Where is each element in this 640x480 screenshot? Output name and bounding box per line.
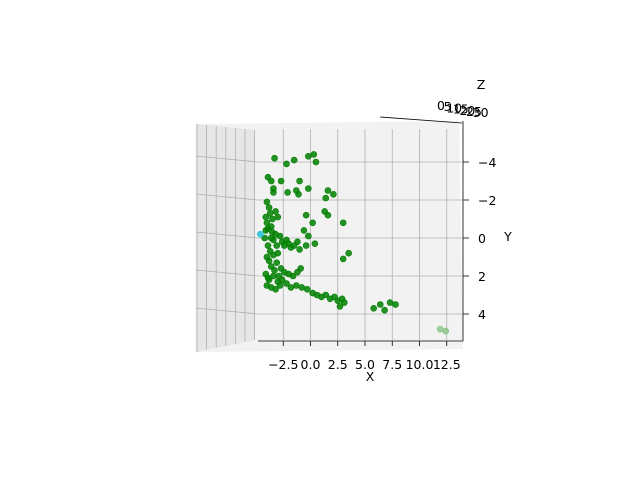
data-point [322, 291, 330, 299]
data-point [273, 259, 281, 267]
data-point [386, 299, 394, 306]
data-point [264, 242, 272, 249]
y-tick-label: 0 [478, 231, 486, 246]
data-point [300, 227, 308, 234]
data-point [287, 284, 295, 291]
x-tick-label: 10.0 [406, 357, 434, 372]
data-point [293, 282, 300, 289]
data-point [310, 151, 318, 158]
x-tick-label: 2.5 [328, 357, 348, 372]
x-axis-ticks: −2.5 0.0 2.5 5.0 7.5 10.0 12.5 [268, 341, 461, 372]
data-point [295, 191, 302, 198]
data-point [265, 204, 273, 211]
data-point [267, 234, 275, 242]
data-point [273, 242, 281, 249]
y-tick-label: −2 [478, 193, 496, 208]
data-point [324, 187, 332, 194]
data-point [272, 208, 279, 215]
x-tick-label: 12.5 [433, 357, 461, 372]
z-tick-label: 25 [466, 104, 482, 119]
y-tick-label: 2 [478, 269, 486, 284]
x-axis-label: X [366, 369, 375, 384]
data-point [339, 219, 347, 227]
data-point [442, 327, 449, 335]
highlight-point [257, 230, 264, 238]
data-point [270, 272, 277, 280]
data-point [381, 306, 388, 314]
data-point [302, 242, 310, 249]
data-point [262, 213, 270, 221]
z-tick-label: 20 [459, 103, 475, 118]
data-point [370, 304, 378, 312]
data-point [274, 213, 282, 221]
data-point [296, 246, 303, 253]
data-point [290, 156, 298, 164]
data-point [305, 153, 312, 160]
data-point [324, 211, 332, 219]
data-point [339, 255, 347, 263]
data-point [277, 177, 285, 185]
data-point [262, 227, 270, 234]
data-point [345, 249, 352, 257]
data-point [305, 185, 312, 192]
data-point [261, 234, 269, 242]
data-point [340, 299, 348, 306]
data-point [336, 303, 344, 310]
data-point [436, 325, 444, 333]
z-axis-label: Z [477, 77, 486, 92]
data-points [257, 151, 449, 335]
data-point [312, 158, 320, 166]
data-point [267, 223, 275, 230]
grid-lines [195, 124, 462, 352]
data-point [309, 219, 316, 227]
data-point [265, 276, 273, 284]
data-point [265, 257, 273, 265]
data-point [298, 284, 306, 291]
z-tick-label: 10 [446, 100, 462, 115]
z-axis-line [379, 116, 463, 124]
y-tick-label: 4 [478, 307, 486, 322]
data-point [263, 198, 271, 206]
z-tick-label: 0 [437, 98, 445, 113]
data-point [302, 211, 310, 219]
data-point [283, 160, 290, 168]
data-point [271, 266, 278, 274]
z-tick-label: 30 [473, 105, 489, 120]
x-tick-label: 5.0 [355, 357, 375, 372]
data-point [294, 238, 301, 246]
data-point [296, 177, 303, 185]
data-point [274, 249, 282, 257]
x-tick-label: 7.5 [382, 357, 402, 372]
back-pane [196, 121, 463, 352]
y-axis-label: Y [503, 229, 512, 244]
data-point [271, 154, 278, 162]
data-point [272, 285, 279, 293]
data-point [283, 280, 290, 287]
data-point [305, 232, 312, 240]
z-tick-label: 5 [444, 99, 452, 114]
data-point [311, 240, 319, 247]
y-axis-ticks: −4 −2 0 2 4 [463, 155, 496, 322]
data-point [275, 272, 283, 280]
data-point [284, 189, 291, 196]
data-point [322, 194, 330, 202]
data-point [376, 301, 384, 308]
data-point [276, 232, 284, 240]
data-point [270, 189, 277, 196]
data-point [330, 191, 337, 198]
data-point [303, 285, 311, 293]
z-tick-label: 15 [453, 102, 469, 117]
data-point [289, 272, 297, 280]
data-point [297, 265, 304, 272]
x-tick-label: 0.0 [301, 357, 321, 372]
data-point [269, 215, 276, 223]
y-tick-label: −4 [478, 155, 496, 170]
data-point [392, 301, 399, 308]
data-point [267, 177, 275, 185]
data-point [276, 282, 284, 289]
x-tick-label: −2.5 [268, 357, 298, 372]
